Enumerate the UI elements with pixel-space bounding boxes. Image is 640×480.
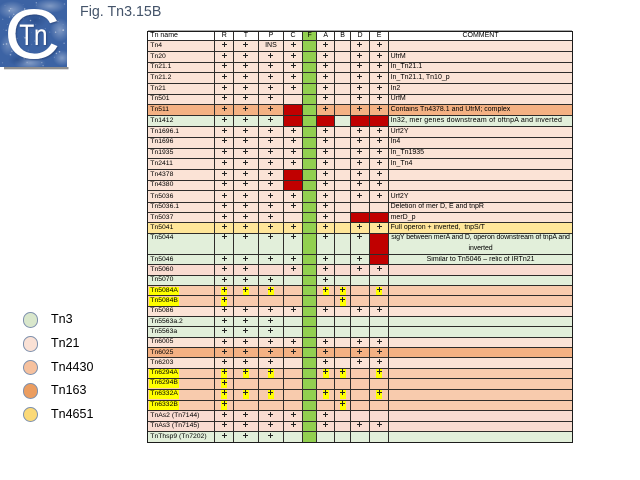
svg-text:C: C <box>4 0 60 71</box>
svg-text:Tn: Tn <box>19 18 47 52</box>
